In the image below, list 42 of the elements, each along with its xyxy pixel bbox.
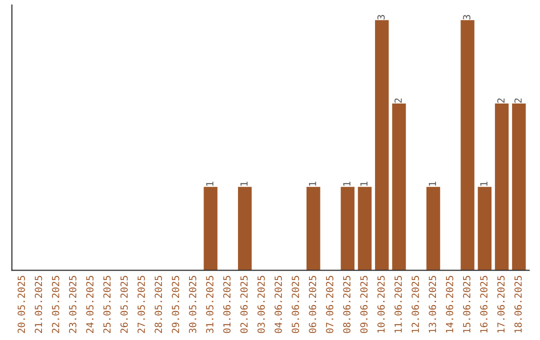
data-label: 1 <box>480 182 488 186</box>
x-tick-label: 22.05.2025 <box>52 276 60 333</box>
data-label: 1 <box>206 182 214 186</box>
data-label: 3 <box>377 14 385 20</box>
x-tick-label: 25.05.2025 <box>103 276 111 333</box>
data-label: 1 <box>240 182 248 186</box>
data-label: 1 <box>428 182 436 186</box>
x-tick-label: 31.05.2025 <box>206 276 214 334</box>
x-tick-label: 17.06.2025 <box>497 276 505 333</box>
data-label: 1 <box>360 182 368 186</box>
x-tick-label: 28.05.2025 <box>154 276 162 333</box>
x-tick-label: 21.05.2025 <box>34 276 42 333</box>
x-tick-label: 30.05.2025 <box>188 276 196 334</box>
data-label: 3 <box>463 14 470 20</box>
x-tick-label: 02.06.2025 <box>240 276 248 334</box>
x-tick-label: 16.06.2025 <box>480 276 488 333</box>
x-tick-label: 24.05.2025 <box>86 276 94 333</box>
x-tick-label: 08.06.2025 <box>343 276 350 334</box>
x-tick-label: 14.06.2025 <box>446 276 454 333</box>
x-tick-label: 07.06.2025 <box>326 276 334 334</box>
x-tick-label: 26.05.2025 <box>120 276 128 333</box>
x-tick-label: 10.06.2025 <box>377 276 385 333</box>
data-label: 2 <box>497 98 504 103</box>
x-tick-label: 23.05.2025 <box>69 276 76 333</box>
data-label: 2 <box>394 98 402 103</box>
x-tick-label: 29.05.2025 <box>172 276 180 333</box>
data-label: 2 <box>514 98 522 103</box>
data-label: 1 <box>343 182 350 186</box>
x-tick-label: 01.06.2025 <box>223 276 231 334</box>
x-tick-label: 15.06.2025 <box>463 276 470 333</box>
x-tick-label: 04.06.2025 <box>274 276 282 334</box>
x-tick-label: 03.06.2025 <box>257 276 265 334</box>
x-tick-label: 13.06.2025 <box>428 276 436 333</box>
x-tick-label: 06.06.2025 <box>308 276 316 334</box>
x-tick-label: 12.06.2025 <box>412 276 419 333</box>
x-tick-label: 11.06.2025 <box>394 276 402 333</box>
x-tick-label: 27.05.2025 <box>138 276 145 333</box>
x-tick-label: 09.06.2025 <box>360 276 368 334</box>
data-label: 1 <box>308 182 316 186</box>
x-tick-label: 20.05.2025 <box>18 276 26 333</box>
x-tick-label: 05.06.2025 <box>292 276 300 334</box>
x-tick-label: 18.06.2025 <box>514 276 522 333</box>
